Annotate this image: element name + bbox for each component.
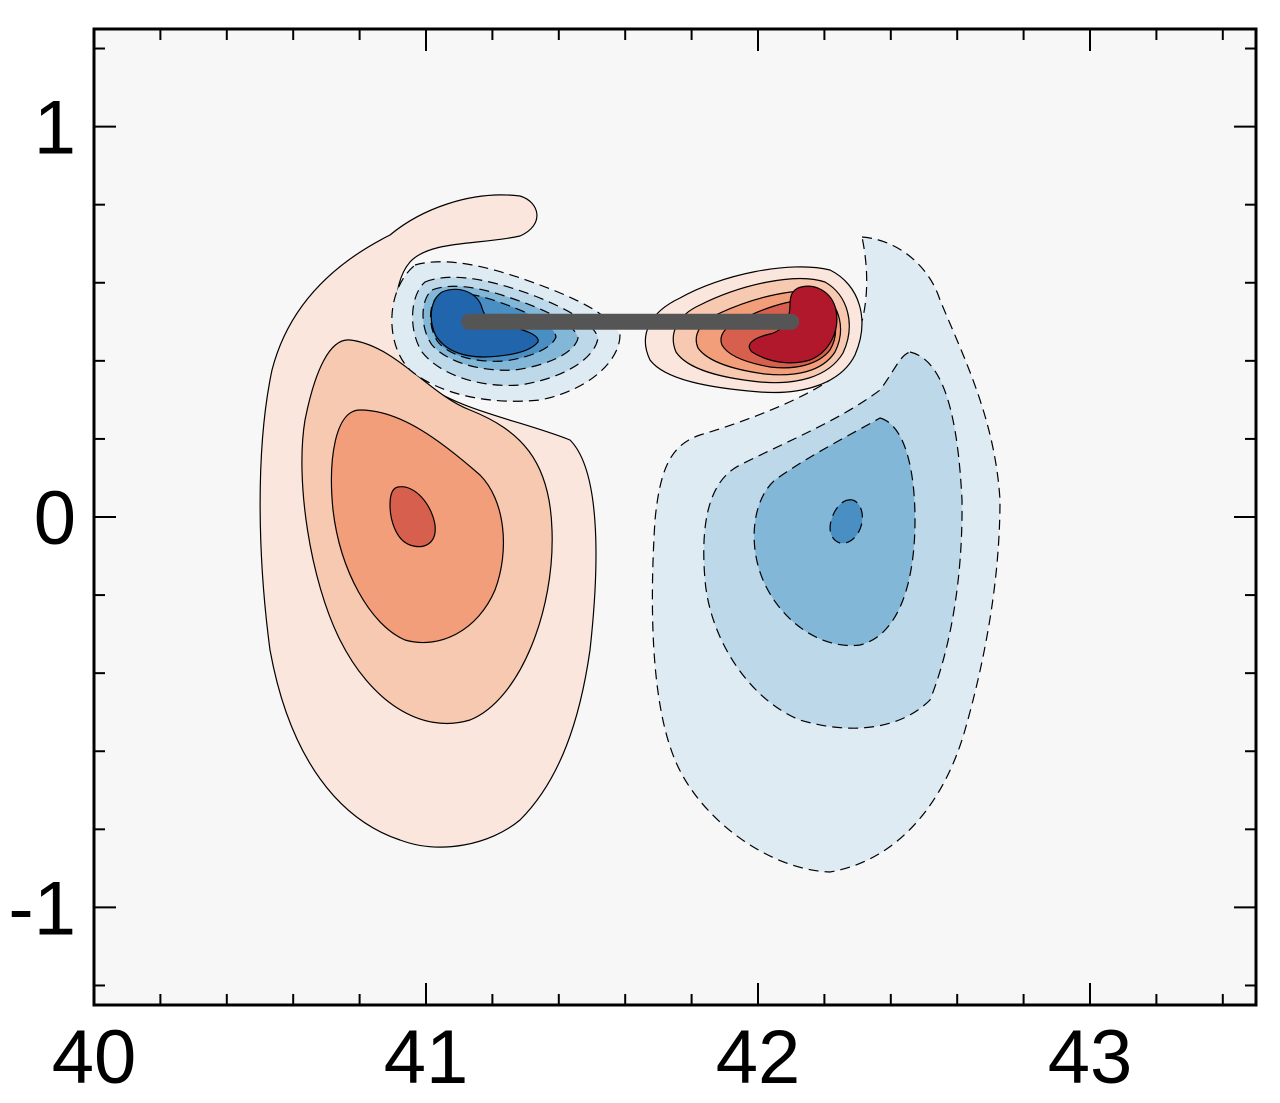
x-tick-label-42: 42 xyxy=(716,1015,801,1100)
x-tick-label-40: 40 xyxy=(52,1015,137,1100)
contour-field xyxy=(259,194,1001,873)
vortex-right-negative xyxy=(651,236,1001,873)
y-axis-tick-labels: -1 0 1 xyxy=(8,86,76,952)
x-tick-label-41: 41 xyxy=(384,1015,469,1100)
x-tick-label-43: 43 xyxy=(1048,1015,1133,1100)
vortex-upper-right-positive xyxy=(644,266,863,394)
neg-level-4-region xyxy=(829,499,863,544)
axis-ticks xyxy=(93,29,1256,1005)
y-tick-label-minus-1: -1 xyxy=(8,866,76,951)
y-tick-label-0: 0 xyxy=(34,476,76,561)
pos-level-4-region xyxy=(389,486,436,548)
y-tick-label-1: 1 xyxy=(34,86,76,171)
vortex-left-positive xyxy=(259,194,597,848)
x-axis-tick-labels: 40 41 42 43 xyxy=(52,1015,1133,1100)
